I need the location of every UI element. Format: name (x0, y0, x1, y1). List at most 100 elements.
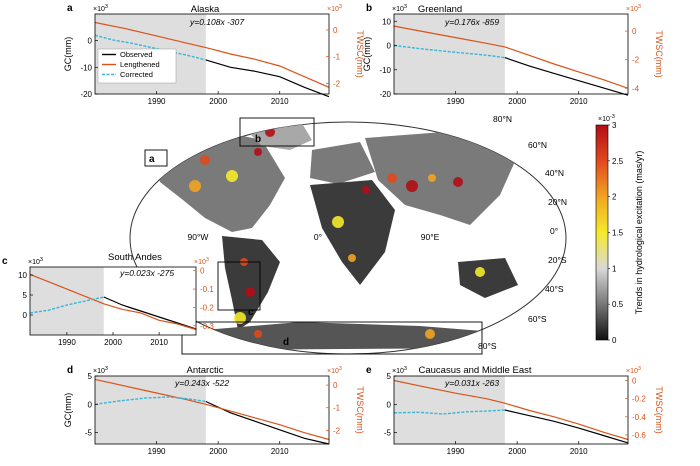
continent-asia (365, 130, 520, 225)
panel-d-y2-exponent-power: 3 (339, 366, 342, 372)
panel-e-frame (393, 375, 629, 445)
panel-a-letter: a (67, 3, 73, 14)
map-region-box (144, 149, 168, 167)
panel-d-equation: y=0.243x -522 (174, 378, 229, 388)
panel-b-y2-exponent-base: ×10 (626, 6, 638, 13)
map-lat-label: 40°N (545, 168, 564, 178)
panel-e-series-lengthened (393, 379, 629, 441)
map-lat-label: 80°S (478, 341, 497, 351)
map-lon-label: 90°E (421, 232, 440, 242)
panel-a-y2tick-label: 0 (333, 26, 338, 35)
map-region-box (181, 321, 483, 355)
map-hotspot (200, 155, 210, 165)
panel-d-xtick-label: 1990 (148, 447, 166, 456)
panel-c-equation: y=0.023x -275 (119, 268, 174, 278)
panel-d-letter: d (67, 365, 73, 376)
panel-e-y2tick-label: -0.2 (632, 395, 646, 404)
panel-b-y2tick-label: -4 (632, 84, 640, 93)
panel-e-y2tick-label: -0.6 (632, 431, 646, 440)
panel-d-frame (94, 375, 330, 445)
panel-b-ylabel: GC(mm) (362, 37, 372, 72)
panel-c-letter: c (2, 256, 8, 267)
map-hotspot (226, 170, 238, 182)
panel-b-y-exponent: ×103 (392, 4, 407, 13)
panel-e-equation: y=0.031x -263 (444, 378, 499, 388)
panel-d-y-exponent-base: ×10 (93, 368, 105, 375)
map-lat-label: 60°N (528, 140, 547, 150)
legend-entry-observed: Observed (120, 50, 153, 59)
panel-a-frame (94, 13, 330, 95)
panel-b-ytick-label: -20 (379, 90, 391, 99)
panel-c-y2-exponent: ×103 (194, 257, 209, 266)
map-region-box (239, 117, 315, 147)
panel-b-series-lengthened (393, 25, 629, 89)
panel-e-xtick-label: 1990 (447, 447, 465, 456)
panel-d-ytick-label: 0 (88, 400, 93, 409)
panel-e-ytick-label: 0 (387, 400, 392, 409)
continent-europe (310, 142, 375, 184)
panel-d-series-observed (205, 400, 330, 445)
panel-d-y2tick-label: -1 (333, 404, 341, 413)
panel-c-y-exponent-base: ×10 (28, 259, 40, 266)
panel-b-y-exponent-base: ×10 (392, 6, 404, 13)
map-hotspot (428, 174, 436, 182)
panel-b-xtick-label: 2010 (570, 97, 588, 106)
panel-a-equation: y=0.108x -307 (189, 17, 244, 27)
panel-e-y2tick-label: -0.4 (632, 413, 646, 422)
continent-south-america (222, 236, 280, 330)
map-region-label: d (283, 337, 289, 348)
colorbar-tick-label: 1.5 (612, 229, 624, 238)
panel-a-ytick-label: -10 (80, 63, 92, 72)
panel-c-title: South Andes (108, 252, 162, 263)
panel-c-xtick-label: 1990 (58, 338, 76, 347)
panel-d-y-exponent-power: 3 (105, 366, 108, 372)
panel-e-ytick-label: 5 (387, 372, 392, 381)
panel-c-y2tick-label: -0.3 (200, 322, 214, 331)
panel-e-ytick-label: -5 (384, 429, 392, 438)
panel-a-y2tick-label: -1 (333, 53, 341, 62)
panel-b-title: Greenland (418, 4, 462, 15)
panel-d-y2-exponent-base: ×10 (327, 368, 339, 375)
panel-a-series-lengthened (94, 21, 330, 88)
colorbar-tick-label: 2 (612, 193, 617, 202)
colorbar-tick-label: 3 (612, 121, 617, 130)
world-map: a b c d 80°N 60°N 40°N 20°N 0° 20°S 40°S 60°S 80°S 90… (129, 114, 567, 355)
continent-antarctica (180, 322, 520, 350)
map-hotspot (254, 148, 262, 156)
panel-d-y2-exponent: ×103 (327, 366, 342, 375)
panel-c-xtick-label: 2010 (150, 338, 168, 347)
panel-d-y2tick-label: -2 (333, 426, 341, 435)
panel-b-y2label: TWSC(mm) (654, 30, 664, 77)
panel-a-y2tick-label: -2 (333, 79, 341, 88)
panel-b-equation: y=0.176x -859 (444, 17, 499, 27)
map-region-label: b (255, 134, 261, 145)
panel-e-y-exponent-power: 3 (404, 366, 407, 372)
map-hotspot (387, 173, 397, 183)
colorbar-bar (595, 124, 609, 341)
map-lat-label: 20°N (548, 197, 567, 207)
map-lat-label: 60°S (528, 314, 547, 324)
panel-a-y-exponent-base: ×10 (93, 6, 105, 13)
panel-c-y-exponent-power: 3 (40, 257, 43, 263)
panel-e-y2tick-label: 0 (632, 377, 637, 386)
map-lon-label: 90°W (188, 232, 209, 242)
panel-a-xtick-label: 2000 (209, 97, 227, 106)
panel-b-y2tick-label: 0 (632, 27, 637, 36)
panel-a-y-exponent-power: 3 (105, 4, 108, 10)
panel-a-series-observed (205, 59, 330, 98)
panel-c-y2tick-label: 0 (200, 267, 205, 276)
panel-d-title: Antarctic (187, 365, 224, 376)
panel-a-y2-exponent-base: ×10 (327, 6, 339, 13)
panel-b-xtick-label: 1990 (447, 97, 465, 106)
panel-c-y2tick-label: -0.2 (200, 303, 214, 312)
panel-a-xtick-label: 2010 (271, 97, 289, 106)
map-region-label: a (149, 154, 155, 165)
panel-c-series-observed (103, 296, 197, 330)
map-hotspot (332, 216, 344, 228)
colorbar-tick-label: 0.5 (612, 300, 624, 309)
map-hotspot (406, 180, 418, 192)
panel-a-series-corrected (94, 34, 206, 61)
